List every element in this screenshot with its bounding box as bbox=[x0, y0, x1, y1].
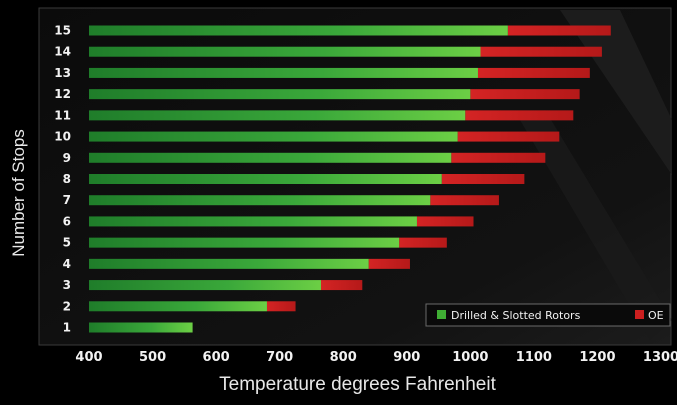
legend-label-drilled-slotted: Drilled & Slotted Rotors bbox=[451, 309, 581, 322]
y-tick-label: 5 bbox=[63, 236, 71, 250]
bar-oe bbox=[321, 280, 362, 290]
bar-oe bbox=[465, 110, 573, 120]
x-tick-label: 400 bbox=[75, 350, 102, 365]
x-tick-label: 700 bbox=[266, 350, 293, 365]
x-tick-label: 500 bbox=[139, 350, 166, 365]
y-tick-label: 3 bbox=[63, 278, 71, 292]
legend-swatch-drilled-slotted bbox=[437, 310, 446, 319]
x-tick-label: 600 bbox=[203, 350, 230, 365]
y-tick-label: 1 bbox=[63, 321, 71, 335]
bar-oe bbox=[478, 68, 590, 78]
bar-drilled-slotted bbox=[89, 110, 465, 120]
y-tick-label: 13 bbox=[54, 66, 71, 80]
bar-drilled-slotted bbox=[89, 238, 399, 248]
legend-label-oe: OE bbox=[648, 309, 664, 322]
bar-oe bbox=[399, 238, 447, 248]
bar-oe bbox=[369, 259, 410, 269]
y-tick-label: 4 bbox=[63, 257, 71, 271]
bar-oe bbox=[267, 301, 296, 311]
x-axis-title: Temperature degrees Fahrenheit bbox=[38, 374, 677, 396]
y-tick-label: 11 bbox=[54, 108, 71, 122]
y-tick-label: 14 bbox=[54, 45, 71, 59]
bar-oe bbox=[451, 153, 545, 163]
bar-drilled-slotted bbox=[89, 89, 470, 99]
y-axis-title-wrap: Number of Stops bbox=[0, 10, 38, 376]
bar-drilled-slotted bbox=[89, 195, 430, 205]
y-tick-label: 10 bbox=[54, 130, 71, 144]
bar-drilled-slotted bbox=[89, 174, 442, 184]
y-tick-label: 7 bbox=[63, 193, 71, 207]
bar-oe bbox=[508, 26, 611, 36]
x-tick-label: 900 bbox=[393, 350, 420, 365]
y-tick-label: 8 bbox=[63, 172, 71, 186]
y-tick-label: 6 bbox=[63, 214, 71, 228]
bar-drilled-slotted bbox=[89, 216, 417, 226]
bar-drilled-slotted bbox=[89, 68, 478, 78]
bar-oe bbox=[481, 47, 602, 57]
x-tick-label: 1000 bbox=[452, 350, 488, 365]
legend: Drilled & Slotted Rotors OE bbox=[426, 304, 670, 326]
bar-drilled-slotted bbox=[89, 47, 481, 57]
legend-swatch-oe bbox=[635, 310, 644, 319]
y-tick-label: 2 bbox=[63, 299, 71, 313]
bar-drilled-slotted bbox=[89, 26, 508, 36]
bar-oe bbox=[470, 89, 579, 99]
bar-drilled-slotted bbox=[89, 259, 369, 269]
y-tick-label: 9 bbox=[63, 151, 71, 165]
y-axis-title: Number of Stops bbox=[9, 129, 29, 257]
y-tick-label: 15 bbox=[54, 24, 71, 38]
bar-drilled-slotted bbox=[89, 280, 321, 290]
x-tick-label: 800 bbox=[330, 350, 357, 365]
y-tick-label: 12 bbox=[54, 87, 71, 101]
bar-drilled-slotted bbox=[89, 301, 267, 311]
bar-drilled-slotted bbox=[89, 323, 193, 333]
bar-drilled-slotted bbox=[89, 153, 451, 163]
bar-oe bbox=[458, 132, 560, 142]
x-tick-label: 1200 bbox=[579, 350, 615, 365]
bar-oe bbox=[417, 216, 474, 226]
x-tick-label: 1100 bbox=[516, 350, 552, 365]
bar-oe bbox=[430, 195, 499, 205]
x-tick-label: 1300 bbox=[643, 350, 677, 365]
bar-oe bbox=[442, 174, 525, 184]
bar-drilled-slotted bbox=[89, 132, 458, 142]
